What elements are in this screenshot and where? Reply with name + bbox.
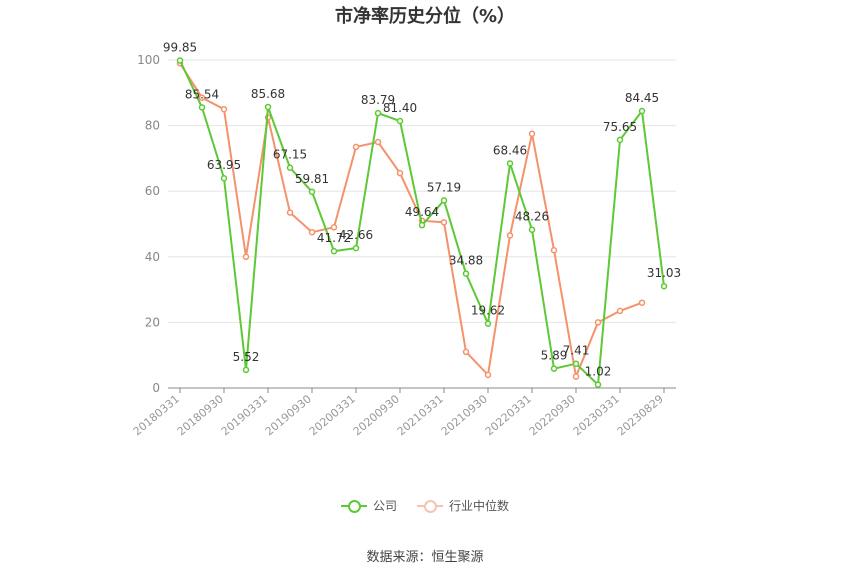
data-point-1[interactable] xyxy=(594,319,602,326)
data-label: 49.64 xyxy=(405,205,439,219)
data-label: 42.66 xyxy=(339,228,373,242)
x-tick-label: 20200331 xyxy=(307,392,358,438)
data-label: 59.81 xyxy=(295,172,329,186)
data-label: 48.26 xyxy=(515,210,549,224)
data-label: 84.45 xyxy=(625,91,659,105)
grid-lines xyxy=(168,59,676,323)
data-point-0[interactable] xyxy=(242,366,250,374)
x-tick-label: 20180930 xyxy=(175,392,226,438)
data-point-1[interactable] xyxy=(286,209,294,216)
data-label: 7.41 xyxy=(563,344,590,358)
data-label: 1.02 xyxy=(585,365,612,379)
data-point-0[interactable] xyxy=(660,282,668,290)
data-point-1[interactable] xyxy=(638,299,646,306)
data-point-1[interactable] xyxy=(550,246,558,254)
data-label: 31.03 xyxy=(647,266,681,280)
data-label: 63.95 xyxy=(207,158,241,172)
x-tick-label: 20190930 xyxy=(263,392,314,438)
data-point-1[interactable] xyxy=(220,105,228,113)
data-point-0[interactable] xyxy=(528,226,536,233)
data-point-0[interactable] xyxy=(176,57,184,64)
x-tick-label: 20220930 xyxy=(527,392,578,438)
data-point-0[interactable] xyxy=(220,174,228,182)
data-point-0[interactable] xyxy=(418,221,426,229)
legend-label-industry-median: 行业中位数 xyxy=(449,499,510,513)
data-point-1[interactable] xyxy=(330,224,338,231)
data-point-0[interactable] xyxy=(330,247,338,255)
data-point-0[interactable] xyxy=(506,160,514,167)
data-point-1[interactable] xyxy=(440,219,448,226)
data-point-0[interactable] xyxy=(572,360,580,367)
data-label: 85.68 xyxy=(251,87,285,101)
legend-item-company[interactable]: 公司 xyxy=(340,497,397,514)
x-tick-label: 20180331 xyxy=(131,392,182,438)
data-point-0[interactable] xyxy=(594,381,602,388)
data-point-0[interactable] xyxy=(462,270,470,277)
data-point-1[interactable] xyxy=(572,373,580,380)
data-point-0[interactable] xyxy=(264,103,272,111)
data-point-0[interactable] xyxy=(374,109,382,117)
data-point-0[interactable] xyxy=(198,104,206,111)
data-point-1[interactable] xyxy=(352,143,360,151)
data-label: 34.88 xyxy=(449,254,483,268)
x-tick-label: 20210331 xyxy=(395,392,446,438)
x-tick-label: 20230331 xyxy=(571,392,622,438)
data-labels: 99.8585.5463.955.5285.6867.1559.8141.724… xyxy=(163,40,681,378)
data-label: 19.62 xyxy=(471,304,505,318)
y-tick-label: 60 xyxy=(145,184,160,198)
data-point-1[interactable] xyxy=(308,228,316,236)
data-point-1[interactable] xyxy=(616,307,624,315)
data-label: 5.52 xyxy=(233,350,260,364)
data-point-0[interactable] xyxy=(638,107,646,115)
data-point-0[interactable] xyxy=(616,136,624,144)
x-tick-label: 20190331 xyxy=(219,392,270,438)
data-point-1[interactable] xyxy=(506,232,514,239)
x-tick-label: 20210930 xyxy=(439,392,490,438)
y-tick-label: 40 xyxy=(145,250,160,264)
data-point-1[interactable] xyxy=(198,94,206,101)
series-line-1 xyxy=(179,62,643,381)
data-point-0[interactable] xyxy=(286,164,294,171)
x-tick-label: 20220331 xyxy=(483,392,534,438)
y-tick-label: 0 xyxy=(152,381,160,395)
legend: 公司 行业中位数 xyxy=(0,497,850,514)
legend-label-company: 公司 xyxy=(372,499,397,513)
data-label: 75.65 xyxy=(603,120,637,134)
x-tick-label: 20230829 xyxy=(615,392,666,438)
data-point-1[interactable] xyxy=(374,138,382,146)
data-point-0[interactable] xyxy=(308,188,316,196)
chart-title: 市净率历史分位（%） xyxy=(334,6,516,27)
data-point-1[interactable] xyxy=(484,371,492,379)
legend-swatch-company-icon xyxy=(340,499,367,513)
legend-item-industry-median[interactable]: 行业中位数 xyxy=(417,497,509,514)
data-point-1[interactable] xyxy=(242,253,250,261)
x-tick-label: 20200930 xyxy=(351,392,402,438)
data-label: 85.54 xyxy=(185,87,219,101)
data-label: 68.46 xyxy=(493,143,527,157)
legend-swatch-industry-icon xyxy=(417,499,443,513)
data-point-1[interactable] xyxy=(462,348,470,356)
data-point-0[interactable] xyxy=(396,117,404,125)
data-label: 81.40 xyxy=(383,101,417,115)
data-point-1[interactable] xyxy=(396,169,404,177)
data-label: 41.72 xyxy=(317,231,351,245)
y-tick-label: 20 xyxy=(145,315,160,329)
source-note: 数据来源：恒生聚源 xyxy=(366,550,484,565)
series-lines xyxy=(176,57,668,388)
data-point-0[interactable] xyxy=(352,244,360,252)
y-tick-label: 100 xyxy=(137,53,160,67)
data-point-0[interactable] xyxy=(484,320,492,327)
data-label: 57.19 xyxy=(427,180,461,194)
data-label: 83.79 xyxy=(361,93,395,107)
data-point-0[interactable] xyxy=(550,365,558,372)
data-label: 5.89 xyxy=(541,349,568,363)
data-point-0[interactable] xyxy=(440,197,448,204)
data-point-1[interactable] xyxy=(528,130,536,138)
y-tick-label: 80 xyxy=(145,119,160,133)
data-label: 99.85 xyxy=(163,40,197,54)
data-label: 67.15 xyxy=(273,148,307,162)
